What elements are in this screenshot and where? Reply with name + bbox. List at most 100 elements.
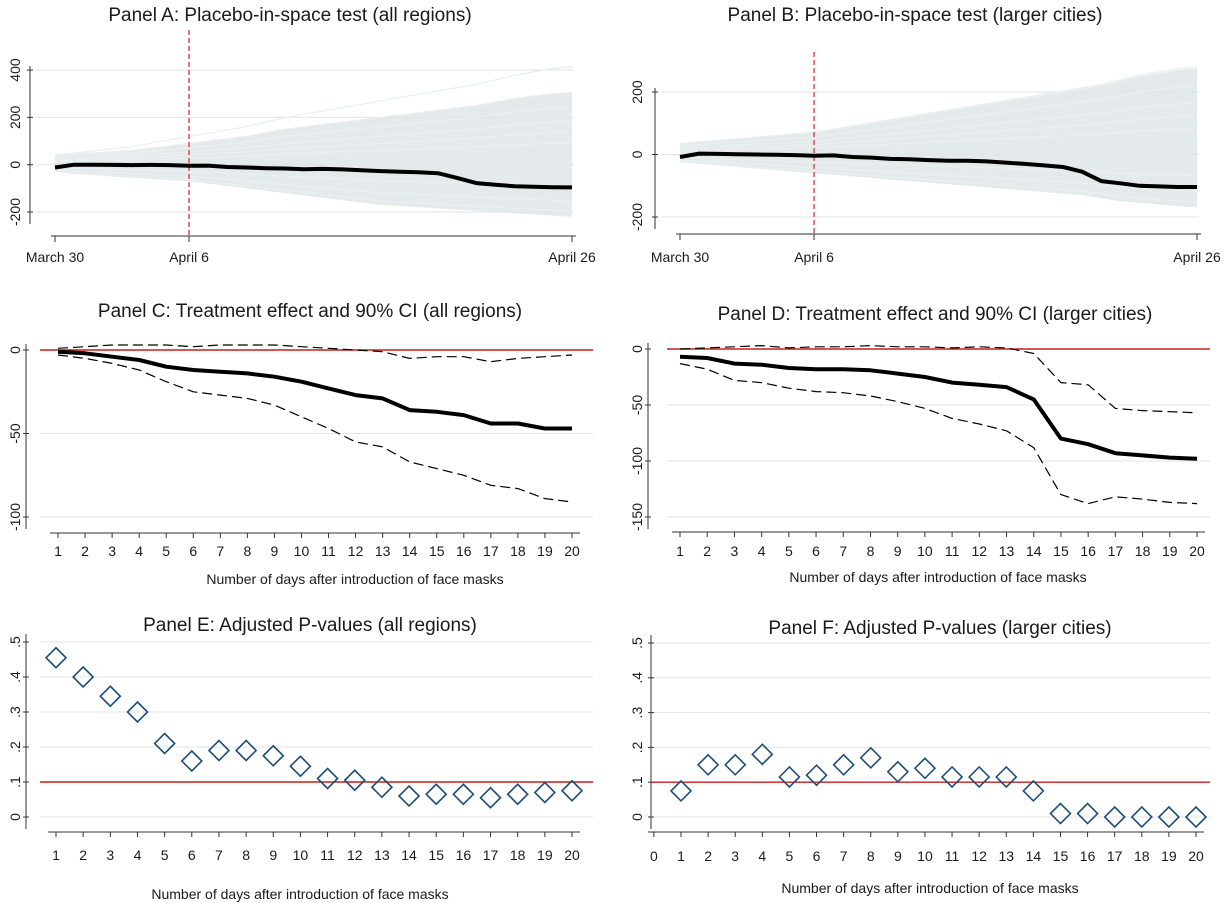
panel-e-pvalue-marker: [452, 783, 475, 806]
panel-a: Panel A: Placebo-in-space test (all regi…: [7, 5, 596, 265]
panel-f-x-tick-label: 15: [1053, 848, 1069, 864]
panel-c-x-tick-label: 18: [510, 543, 526, 559]
panel-c-x-tick-label: 7: [216, 543, 224, 559]
panel-c-title: Panel C: Treatment effect and 90% CI (al…: [98, 301, 522, 322]
panel-c: Panel C: Treatment effect and 90% CI (al…: [7, 301, 593, 587]
panel-d-x-tick-label: 7: [839, 543, 847, 559]
panel-a-placebo-line: [54, 91, 573, 156]
panel-e-x-tick-label: 20: [564, 847, 580, 863]
panel-d-ci-lower-line: [679, 363, 1198, 505]
panel-e-pvalue-marker: [72, 665, 95, 689]
panel-c-y-tick-label: -100: [7, 503, 23, 531]
panel-f-x-tick-label: 20: [1188, 848, 1204, 864]
panel-e-x-tick-label: 2: [79, 847, 87, 863]
panel-f-x-tick-label: 5: [786, 848, 794, 864]
panel-e-pvalue-marker: [533, 781, 556, 804]
panel-b-title: Panel B: Placebo-in-space test (larger c…: [728, 5, 1103, 26]
panel-d-x-tick-label: 16: [1080, 543, 1096, 559]
panel-e: Panel E: Adjusted P-values (all regions)…: [7, 615, 593, 902]
panel-f-x-tick-label: 4: [758, 848, 766, 864]
panel-e-x-tick-label: 9: [269, 847, 277, 863]
panel-e-pvalue-marker: [234, 739, 258, 762]
panel-c-x-tick-label: 11: [321, 543, 336, 559]
panel-c-x-tick-label: 8: [243, 543, 251, 559]
panel-f-y-tick-label: .1: [629, 776, 645, 788]
panel-d-x-tick-label: 20: [1189, 543, 1205, 559]
panel-f-pvalue-marker: [1184, 805, 1208, 829]
panel-e-x-axis-title: Number of days after introduction of fac…: [151, 886, 448, 902]
panel-b-placebo-line: [679, 159, 1198, 193]
panel-e-x-tick-label: 4: [134, 847, 142, 863]
panel-e-y-tick-label: 0: [7, 813, 23, 821]
panel-e-pvalue-marker: [479, 786, 502, 809]
panel-e-pvalue-marker: [506, 783, 529, 806]
panel-f: Panel F: Adjusted P-values (larger citie…: [629, 618, 1210, 896]
panel-e-x-tick-label: 17: [483, 847, 499, 863]
panel-f-x-tick-label: 2: [704, 848, 712, 864]
panel-a-placebo-line: [54, 142, 573, 163]
panel-c-x-axis-title: Number of days after introduction of fac…: [206, 571, 503, 587]
panel-c-x-tick-label: 6: [189, 543, 197, 559]
panel-d: Panel D: Treatment effect and 90% CI (la…: [629, 304, 1210, 585]
panel-d-x-tick-label: 14: [1026, 543, 1042, 559]
panel-f-x-tick-label: 13: [998, 848, 1014, 864]
panel-d-x-tick-label: 10: [917, 543, 933, 559]
panel-f-y-tick-label: .5: [629, 637, 645, 649]
panel-f-pvalue-marker: [1130, 805, 1153, 829]
panel-a-x-tick-label: April 26: [548, 249, 596, 265]
panel-e-pvalue-marker: [207, 739, 231, 762]
panel-e-y-tick-label: .1: [7, 776, 23, 788]
panel-f-y-tick-label: 0: [629, 813, 645, 821]
panel-b-placebo-line: [679, 157, 1198, 177]
panel-c-y-tick-label: 0: [7, 346, 23, 354]
panel-e-pvalue-marker: [343, 769, 366, 792]
panel-a-placebo-line: [54, 106, 573, 158]
panel-b-placebo-line: [679, 102, 1198, 149]
panel-c-x-tick-label: 12: [348, 543, 364, 559]
panel-b-treated-line: [679, 151, 1197, 189]
panel-a-placebo-band: [55, 92, 572, 217]
panel-b-x-tick-label: March 30: [651, 249, 710, 265]
panel-f-pvalue-marker: [805, 764, 828, 787]
panel-f-x-tick-label: 12: [971, 848, 987, 864]
panel-f-pvalue-marker: [1157, 805, 1181, 829]
panel-d-y-tick-label: -50: [629, 395, 645, 415]
panel-e-x-tick-label: 1: [52, 847, 60, 863]
panel-e-pvalue-marker: [44, 646, 68, 669]
panel-b-x-tick-label: April 6: [794, 249, 834, 265]
panel-f-pvalue-marker: [669, 779, 693, 803]
panel-f-x-tick-label: 11: [945, 848, 960, 864]
panel-f-x-tick-label: 18: [1134, 848, 1150, 864]
panel-e-pvalue-marker: [560, 779, 584, 802]
panel-f-x-tick-label: 1: [677, 848, 685, 864]
panel-e-pvalue-marker: [262, 744, 285, 767]
panel-b-y-tick-label: 0: [629, 150, 645, 158]
panel-f-x-tick-label: 10: [917, 848, 933, 864]
panel-c-x-tick-label: 19: [537, 543, 553, 559]
panel-f-pvalue-marker: [696, 753, 720, 776]
panel-f-x-tick-label: 7: [840, 848, 848, 864]
panel-e-x-tick-label: 13: [374, 847, 390, 863]
panel-d-y-tick-label: -150: [629, 503, 645, 531]
panel-f-x-tick-label: 0: [650, 848, 658, 864]
panel-c-x-tick-label: 1: [54, 543, 62, 559]
panel-f-pvalue-marker: [913, 757, 937, 780]
panel-e-x-tick-label: 10: [293, 847, 309, 863]
panel-f-pvalue-marker: [751, 743, 774, 766]
panel-c-x-tick-label: 16: [456, 543, 472, 559]
panel-d-x-tick-label: 9: [894, 543, 902, 559]
panel-f-pvalue-marker: [859, 746, 882, 769]
panel-c-ci-upper-line: [57, 344, 573, 363]
panel-f-x-tick-label: 6: [813, 848, 821, 864]
panel-e-pvalue-marker: [126, 700, 149, 724]
panel-f-x-tick-label: 9: [894, 848, 902, 864]
panel-f-x-tick-label: 14: [1026, 848, 1042, 864]
panel-e-x-tick-label: 18: [510, 847, 526, 863]
panel-f-pvalue-marker: [1022, 779, 1045, 803]
panel-b-x-tick-label: April 26: [1173, 249, 1221, 265]
panel-e-pvalue-marker: [180, 749, 203, 773]
panel-d-x-tick-label: 17: [1108, 543, 1124, 559]
panel-f-pvalue-marker: [1076, 802, 1099, 825]
panel-d-x-tick-label: 1: [676, 543, 684, 559]
panel-d-x-axis-title: Number of days after introduction of fac…: [789, 569, 1086, 585]
